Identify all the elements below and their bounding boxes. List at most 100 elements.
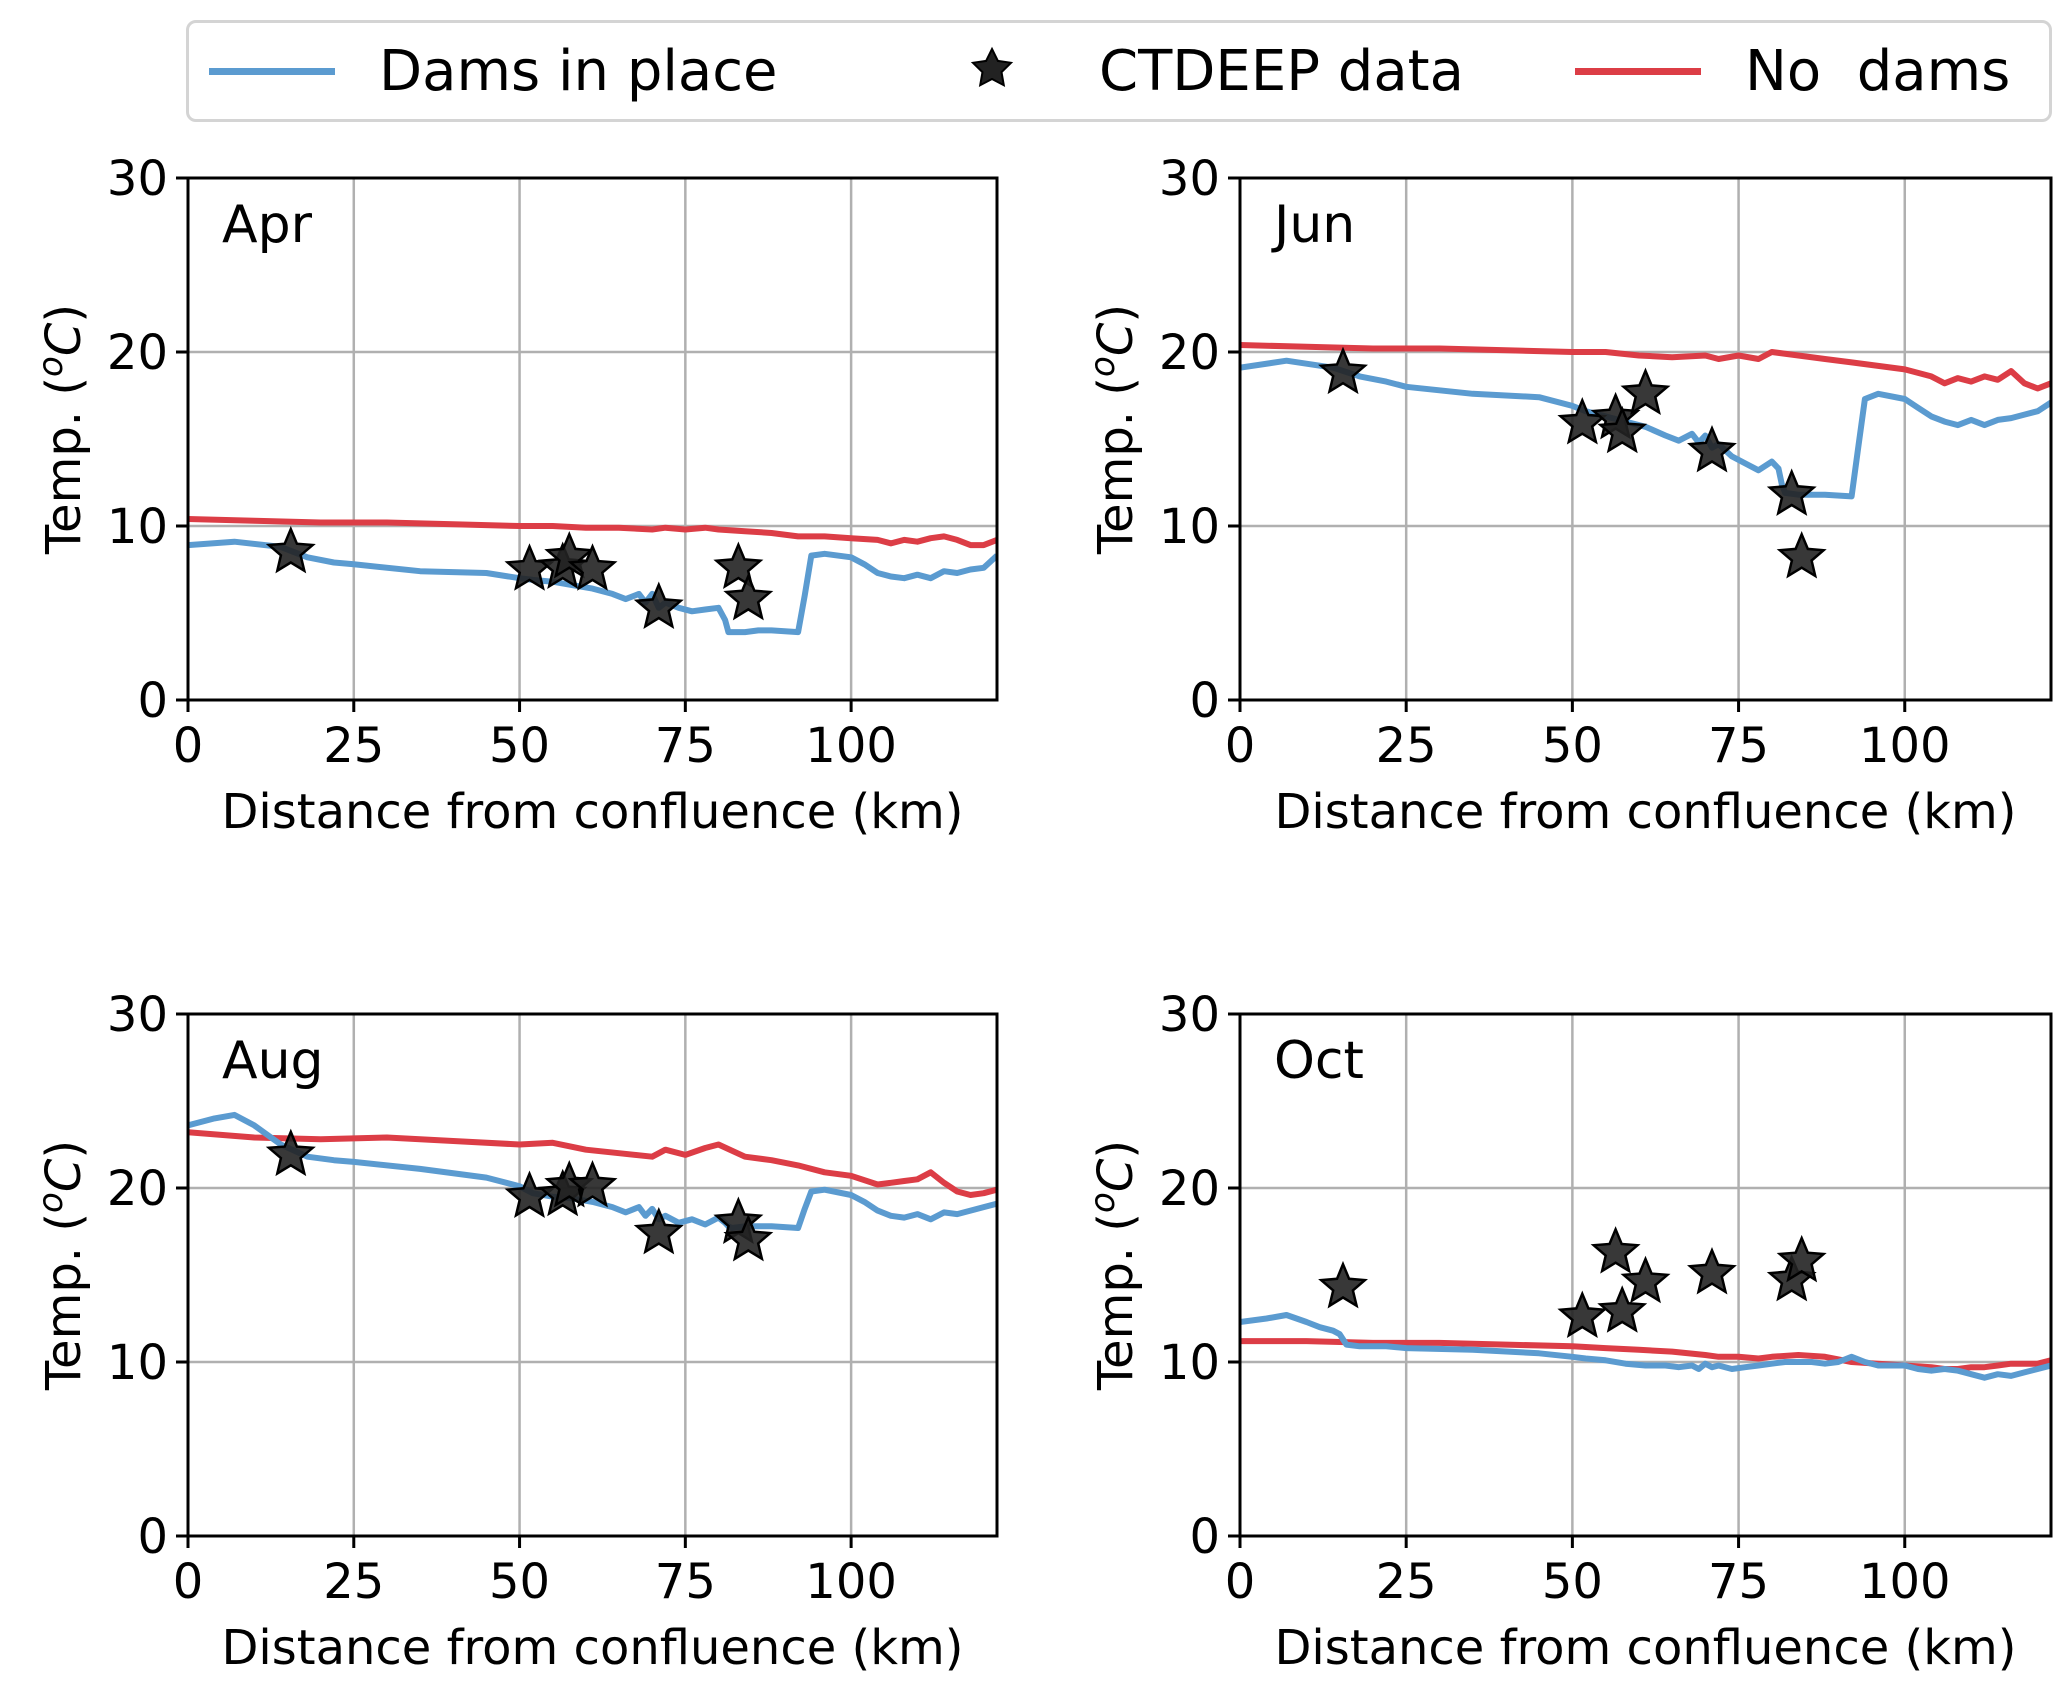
ctdeep-point bbox=[1776, 531, 1827, 579]
series-dams-line bbox=[188, 538, 997, 636]
y-axis-label-sup: o bbox=[31, 356, 71, 377]
series-dams-line bbox=[1240, 357, 2051, 500]
y-tick-label: 30 bbox=[107, 151, 168, 207]
ctdeep-point bbox=[265, 525, 316, 574]
panel-title: Apr bbox=[222, 195, 313, 255]
x-axis-label: Distance from confluence (km) bbox=[1274, 1620, 2016, 1676]
panel-title: Jun bbox=[1271, 195, 1355, 255]
ctdeep-point bbox=[1597, 1285, 1648, 1333]
y-tick-label: 10 bbox=[1159, 1335, 1220, 1391]
plot-area bbox=[1240, 1226, 2051, 1381]
series-nodams-line bbox=[188, 1129, 997, 1198]
x-tick-label: 50 bbox=[489, 1554, 550, 1610]
ctdeep-point bbox=[1597, 405, 1648, 454]
legend-label-dams: Dams in place bbox=[379, 38, 778, 104]
plot-area bbox=[188, 516, 997, 636]
x-axis-label: Distance from confluence (km) bbox=[1274, 784, 2016, 840]
y-tick-label: 20 bbox=[107, 325, 168, 381]
x-tick-label: 50 bbox=[1542, 718, 1603, 774]
panel-apr: 0 25 50 75 100 0 10 20 30 Apr Distance from conflu… bbox=[31, 151, 999, 840]
legend-label-nodams: No dams bbox=[1745, 38, 2011, 104]
ctdeep-point bbox=[1687, 1247, 1737, 1295]
x-tick-label: 100 bbox=[805, 1554, 897, 1610]
series-nodams-line bbox=[188, 516, 997, 549]
y-axis-label-sup: o bbox=[31, 1192, 71, 1213]
ctdeep-point bbox=[1620, 1255, 1671, 1304]
y-axis-label-text: Temp. ( bbox=[1088, 1213, 1144, 1391]
y-axis-label: Temp. (oC) bbox=[31, 1140, 92, 1391]
y-tick-label: 20 bbox=[1159, 325, 1220, 381]
x-axis-label: Distance from confluence (km) bbox=[221, 1620, 963, 1676]
x-tick-label: 0 bbox=[173, 718, 204, 774]
legend-swatch-dams bbox=[209, 67, 335, 75]
ctdeep-point bbox=[723, 572, 774, 621]
ctdeep-point bbox=[567, 543, 618, 591]
legend: Dams in place CTDEEP data No dams bbox=[186, 20, 2052, 122]
y-axis-label-unit: C bbox=[36, 1158, 92, 1192]
star-icon bbox=[929, 44, 1055, 98]
y-tick-label: 0 bbox=[1189, 673, 1220, 729]
y-axis-label-unit: C bbox=[1088, 322, 1144, 356]
panel-jun: 0 25 50 75 100 0 10 20 30 Jun Distance from conflu… bbox=[1083, 151, 2053, 840]
x-tick-label: 25 bbox=[1376, 718, 1437, 774]
panel-title: Aug bbox=[222, 1031, 324, 1091]
x-tick-label: 100 bbox=[1859, 718, 1951, 774]
panel-oct: 0 25 50 75 100 0 10 20 30 Oct Distance from conflu… bbox=[1083, 987, 2053, 1676]
ctdeep-point bbox=[723, 1213, 774, 1262]
x-tick-label: 100 bbox=[805, 718, 897, 774]
y-axis-label: Temp. (oC) bbox=[1083, 304, 1144, 555]
x-tick-label: 75 bbox=[655, 1554, 716, 1610]
panel-aug: 0 25 50 75 100 0 10 20 30 Aug Distance from conflu… bbox=[31, 987, 999, 1676]
x-tick-label: 0 bbox=[1225, 1554, 1256, 1610]
ctdeep-point bbox=[1766, 468, 1817, 516]
y-tick-label: 0 bbox=[137, 673, 168, 729]
y-tick-label: 0 bbox=[137, 1509, 168, 1565]
y-axis-label-text: Temp. ( bbox=[36, 377, 92, 555]
ctdeep-point bbox=[1590, 1226, 1641, 1274]
y-tick-label: 10 bbox=[1159, 499, 1220, 555]
y-axis-label-sup: o bbox=[1083, 356, 1123, 377]
y-axis-label-unit: C bbox=[36, 322, 92, 356]
series-dams-line bbox=[1240, 1312, 2051, 1381]
x-tick-label: 0 bbox=[173, 1554, 204, 1610]
y-tick-label: 0 bbox=[1189, 1509, 1220, 1565]
legend-label-obs: CTDEEP data bbox=[1099, 38, 1464, 104]
ctdeep-point bbox=[1620, 367, 1671, 416]
axes-frame bbox=[186, 176, 999, 702]
x-tick-label: 25 bbox=[323, 1554, 384, 1610]
axes-frame bbox=[1238, 176, 2053, 702]
y-axis-label-close: ) bbox=[36, 1140, 92, 1159]
ctdeep-point bbox=[633, 581, 684, 630]
ctdeep-point bbox=[1687, 424, 1737, 473]
series-dams-line bbox=[188, 1111, 997, 1231]
legend-item-dams: Dams in place bbox=[209, 23, 777, 119]
legend-item-nodams: No dams bbox=[1575, 23, 2010, 119]
ctdeep-point bbox=[713, 541, 764, 590]
ctdeep-point bbox=[504, 1170, 555, 1218]
y-axis-label: Temp. (oC) bbox=[31, 304, 92, 555]
ctdeep-point bbox=[265, 1128, 316, 1177]
legend-item-obs: CTDEEP data bbox=[929, 23, 1464, 119]
x-tick-label: 50 bbox=[489, 718, 550, 774]
x-tick-label: 25 bbox=[323, 718, 384, 774]
y-tick-label: 10 bbox=[107, 499, 168, 555]
y-tick-label: 10 bbox=[107, 1335, 168, 1391]
series-nodams-line bbox=[1240, 342, 2051, 392]
ctdeep-point bbox=[1557, 1290, 1608, 1339]
y-axis-label-close: ) bbox=[1088, 1140, 1144, 1159]
axes-frame bbox=[186, 1012, 999, 1538]
y-tick-label: 20 bbox=[1159, 1161, 1220, 1217]
axes-frame bbox=[1238, 1012, 2053, 1538]
x-tick-label: 50 bbox=[1542, 1554, 1603, 1610]
ctdeep-point bbox=[1776, 1234, 1827, 1283]
y-tick-label: 30 bbox=[1159, 151, 1220, 207]
y-axis-label-sup: o bbox=[1083, 1192, 1123, 1213]
series-nodams-line bbox=[1240, 1338, 2051, 1372]
panel-title: Oct bbox=[1274, 1031, 1364, 1091]
x-tick-label: 75 bbox=[1708, 718, 1769, 774]
x-tick-label: 100 bbox=[1859, 1554, 1951, 1610]
ctdeep-point bbox=[633, 1206, 684, 1255]
x-tick-label: 25 bbox=[1376, 1554, 1437, 1610]
plot-area bbox=[188, 1111, 997, 1262]
